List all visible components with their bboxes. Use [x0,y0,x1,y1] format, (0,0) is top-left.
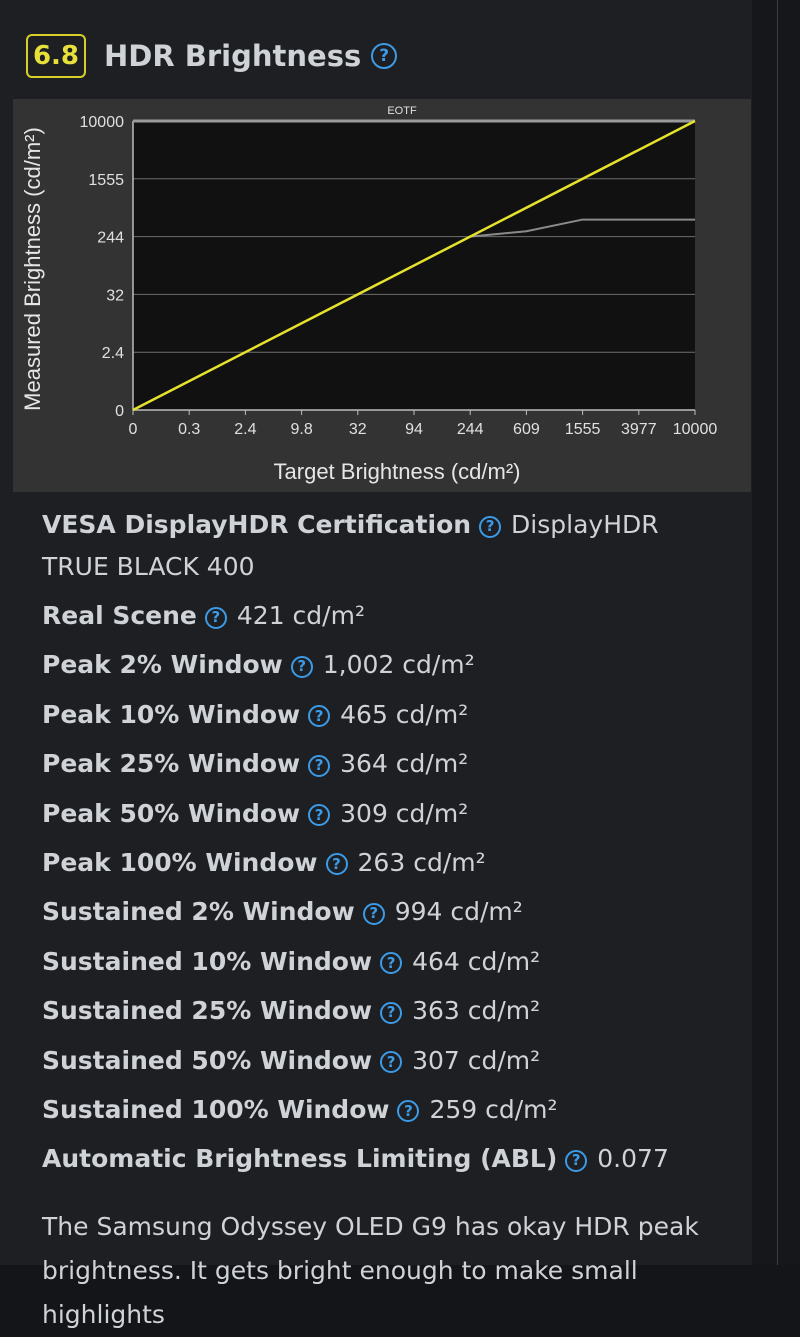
x-tick-label: 9.8 [290,421,312,438]
spec-value: 259 cd/m² [429,1094,558,1124]
spec-row: Sustained 50% Window? 307 cd/m² [42,1040,732,1089]
spec-label: Peak 100% Window [42,847,318,877]
eotf-chart: 0 0.3 2.4 9.8 32 94 244 609 1555 3977 10000 0 2.4 32 2… [13,99,751,492]
help-icon[interactable]: ? [565,1149,588,1172]
spec-value: 421 cd/m² [236,601,365,630]
spec-row: Peak 100% Window? 263 cd/m² [42,842,732,891]
spec-label: Sustained 50% Window [42,1045,373,1075]
help-icon[interactable]: ? [290,655,313,678]
series-line [132,119,696,412]
spec-row: Automatic Brightness Limiting (ABL)? 0.07… [42,1138,732,1187]
x-tick-label: 609 [513,421,540,438]
spec-value: 994 cd/m² [394,897,523,927]
spec-value: 1,002 cd/m² [322,650,475,680]
spec-value: DisplayHDR TRUE BLACK 400 [42,510,659,581]
section-title: HDR Brightness [104,39,362,73]
help-icon[interactable]: ? [325,853,348,876]
spec-label: Peak 25% Window [42,749,301,779]
help-icon[interactable]: ? [380,1001,403,1024]
spec-label: Real Scene [42,601,197,630]
x-tick-label: 1555 [565,421,601,438]
chart-title: EOTF [387,105,417,117]
spec-label: Automatic Brightness Limiting (ABL) [42,1144,558,1174]
x-axis-label: Target Brightness (cd/m²) [274,459,521,484]
spec-value: 309 cd/m² [340,798,469,828]
help-icon[interactable]: ? [380,1051,403,1074]
eotf-chart-svg: 0 0.3 2.4 9.8 32 94 244 609 1555 3977 10000 0 2.4 32 2… [20,105,718,484]
spec-value: 465 cd/m² [340,699,469,729]
spec-value: 307 cd/m² [412,1045,541,1075]
spec-label: Peak 50% Window [42,798,301,828]
help-icon[interactable]: ? [308,804,331,827]
spec-row: Sustained 10% Window? 464 cd/m² [42,941,732,990]
x-tick-label: 94 [405,421,423,438]
x-tick-label: 244 [457,421,484,438]
y-tick-label: 32 [106,287,124,304]
spec-label: Peak 2% Window [42,650,283,680]
y-tick-label: 244 [97,230,124,247]
spec-label: VESA DisplayHDR Certification [42,510,472,539]
review-panel: 6.8 HDR Brightness ? 0 0.3 2.4 9.8 32 94 244 60… [13,32,751,1329]
x-tick-label: 0.3 [178,421,200,438]
help-icon[interactable]: ? [380,952,403,975]
x-tick-label: 2.4 [234,421,256,438]
spec-row: Sustained 2% Window? 994 cd/m² [42,891,732,940]
spec-label: Sustained 100% Window [42,1094,390,1124]
help-icon[interactable]: ? [371,43,398,69]
spec-label: Sustained 2% Window [42,897,355,927]
spec-row: Real Scene? 421 cd/m² [42,595,732,644]
x-tick-label: 3977 [621,421,657,438]
y-tick-label: 2.4 [102,345,124,362]
x-tick-label: 32 [349,421,367,438]
x-tick-label: 10000 [673,421,718,438]
y-axis-label: Measured Brightness (cd/m²) [20,127,45,411]
x-tick-label: 0 [129,421,138,438]
scroll-divider [777,0,778,1265]
spec-row: VESA DisplayHDR Certification? DisplayHDR… [42,504,732,588]
spec-list: VESA DisplayHDR Certification? DisplayHDR… [42,504,732,1188]
spec-row: Peak 2% Window? 1,002 cd/m² [42,644,732,693]
help-icon[interactable]: ? [397,1100,420,1123]
help-icon[interactable]: ? [204,606,227,629]
spec-value: 363 cd/m² [412,996,541,1026]
scroll-track[interactable] [752,0,800,1265]
help-icon[interactable]: ? [308,754,331,777]
y-tick-label: 10000 [80,114,125,131]
y-tick-label: 0 [115,403,124,420]
spec-value: 364 cd/m² [340,749,469,779]
spec-row: Sustained 25% Window? 363 cd/m² [42,990,732,1039]
help-icon[interactable]: ? [362,902,385,925]
spec-row: Peak 25% Window? 364 cd/m² [42,743,732,792]
review-description: The Samsung Odyssey OLED G9 has okay HDR… [42,1212,699,1329]
spec-label: Peak 10% Window [42,699,301,729]
score-badge: 6.8 [26,34,86,78]
y-tick-label: 1555 [88,172,124,189]
spec-value: 464 cd/m² [412,946,541,976]
spec-row: Sustained 100% Window? 259 cd/m² [42,1089,732,1138]
spec-value: 0.077 [597,1144,669,1174]
spec-value: 263 cd/m² [357,847,486,877]
section-header: 6.8 HDR Brightness ? [26,32,398,80]
help-icon[interactable]: ? [479,515,502,538]
spec-label: Sustained 10% Window [42,946,373,976]
spec-label: Sustained 25% Window [42,996,373,1026]
spec-row: Peak 10% Window? 465 cd/m² [42,694,732,743]
spec-row: Peak 50% Window? 309 cd/m² [42,793,732,842]
help-icon[interactable]: ? [308,705,331,728]
